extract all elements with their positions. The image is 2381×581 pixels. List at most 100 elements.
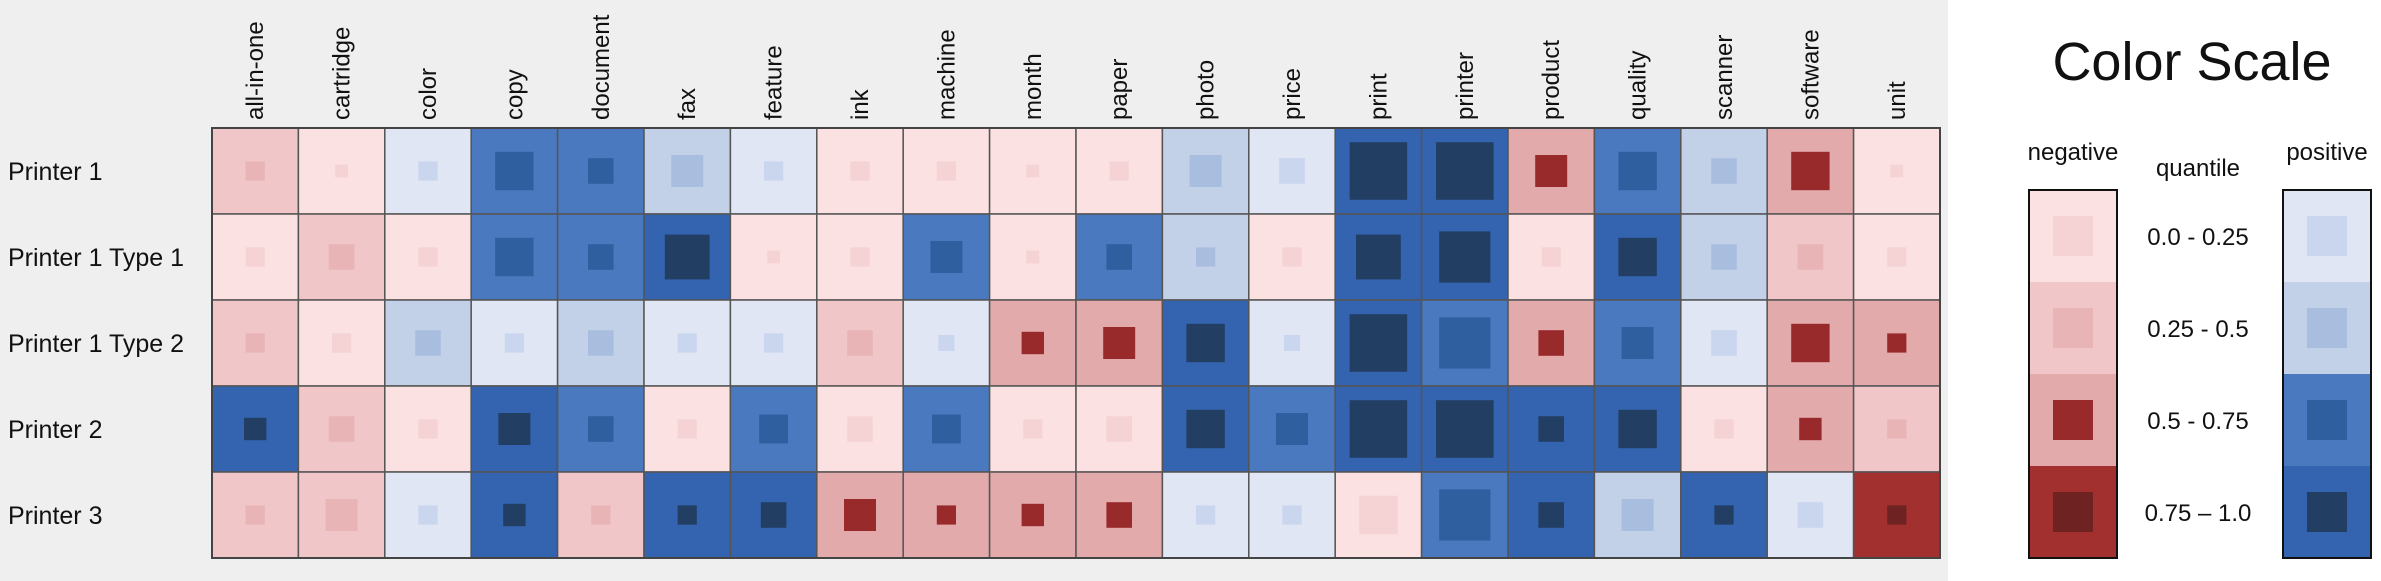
heatmap-cell-marker [1618, 151, 1657, 191]
heatmap-cell-marker [1349, 142, 1408, 200]
heatmap-cell-marker [1711, 244, 1737, 270]
legend-quantile-range: 0.0 - 0.25 [2147, 224, 2248, 251]
heatmap-cell-marker [1349, 400, 1408, 458]
heatmap-cell-marker [1109, 161, 1129, 181]
legend-positive-marker [2307, 492, 2347, 532]
heatmap-cell-marker [1890, 164, 1904, 178]
heatmap-cell-marker [1021, 331, 1044, 355]
heatmap-cell-marker [1887, 505, 1907, 525]
column-label: software [1797, 29, 1824, 120]
heatmap-cell-marker [760, 502, 787, 528]
heatmap-cell-marker [847, 330, 873, 356]
row-label: Printer 1 Type 2 [8, 330, 184, 358]
heatmap-cell-marker [1282, 505, 1302, 525]
heatmap-cell-marker [504, 333, 524, 353]
heatmap-cell-marker [1791, 151, 1830, 191]
heatmap-cell-marker [850, 161, 870, 181]
column-label: copy [501, 69, 528, 120]
heatmap-cell-marker [664, 234, 710, 280]
column-label: quality [1625, 51, 1652, 120]
heatmap-cell-marker [495, 151, 534, 191]
heatmap-cell-marker [1618, 409, 1657, 449]
heatmap-cell-marker [245, 505, 265, 525]
heatmap-cell-marker [1436, 142, 1494, 200]
heatmap-cell-marker [1538, 330, 1564, 356]
column-label: feature [761, 45, 788, 120]
heatmap-cell-marker [677, 419, 697, 439]
legend-negative-label: negative [2028, 139, 2119, 166]
legend-quantile-range: 0.5 - 0.75 [2147, 408, 2248, 435]
heatmap-cell-marker [1189, 155, 1222, 187]
heatmap-cell-marker [1439, 231, 1491, 283]
legend-positive-marker [2307, 216, 2347, 256]
heatmap-cell-marker [1106, 416, 1132, 442]
column-label: all-in-one [242, 21, 269, 120]
heatmap-cell-marker [759, 414, 788, 444]
heatmap-cell-marker [245, 161, 265, 181]
legend-positive-marker [2307, 308, 2347, 348]
heatmap-cell-marker [844, 499, 876, 531]
heatmap-cell-marker [930, 241, 963, 273]
heatmap-cell-marker [1797, 502, 1824, 528]
heatmap-cell-marker [1439, 317, 1491, 369]
heatmap-cell-marker [245, 333, 265, 353]
heatmap-cell-marker [1799, 417, 1822, 441]
heatmap-cell-marker [767, 250, 780, 264]
heatmap-cell-marker [1538, 502, 1564, 528]
heatmap-cell-marker [1791, 323, 1830, 363]
heatmap-cell-marker [244, 417, 267, 441]
heatmap-cell-marker [1887, 333, 1907, 353]
heatmap-cell-marker [1797, 244, 1824, 270]
column-label: document [588, 14, 615, 120]
heatmap-cell-marker [1282, 247, 1302, 267]
legend-negative-marker [2053, 400, 2093, 440]
column-label: photo [1193, 60, 1220, 120]
heatmap-cell-marker [328, 244, 355, 270]
column-label: color [415, 68, 442, 120]
heatmap-cell-marker [1196, 247, 1216, 267]
legend-negative-border [2028, 189, 2118, 559]
column-label: machine [933, 29, 960, 120]
heatmap-cell-marker [932, 414, 961, 444]
heatmap-cell-marker [677, 333, 697, 353]
heatmap-cell-marker [588, 330, 614, 356]
heatmap-cell-marker [503, 503, 526, 527]
column-label: fax [674, 88, 701, 120]
column-label: paper [1106, 59, 1133, 120]
heatmap-cell-marker [1535, 155, 1568, 187]
heatmap-cell-marker [1541, 247, 1561, 267]
heatmap-cell-marker [1186, 323, 1225, 363]
heatmap-cell-marker [1103, 327, 1136, 359]
heatmap-cell-marker [764, 333, 784, 353]
heatmap-cell-marker [588, 158, 614, 184]
row-label: Printer 1 Type 1 [8, 244, 184, 272]
heatmap-cell-marker [418, 505, 438, 525]
heatmap-cell-marker [671, 155, 704, 187]
heatmap-cell-marker [245, 247, 265, 267]
heatmap-cell-marker [418, 247, 438, 267]
heatmap-cell-marker [415, 330, 441, 356]
heatmap-cell-marker [495, 237, 534, 277]
heatmap-cell-marker [588, 416, 614, 442]
row-label: Printer 2 [8, 416, 102, 444]
heatmap-cell-marker [588, 244, 614, 270]
heatmap-cell-marker [1026, 250, 1040, 264]
legend-quantile-range: 0.75 – 1.0 [2145, 500, 2252, 527]
heatmap-cell-marker [1538, 416, 1564, 442]
heatmap-cell-marker [936, 505, 956, 525]
heatmap-cell-marker [936, 161, 956, 181]
column-label: printer [1452, 52, 1479, 120]
row-label: Printer 3 [8, 502, 102, 530]
column-label: month [1020, 53, 1047, 120]
heatmap-cell-marker [1711, 330, 1737, 356]
heatmap-cell-marker [591, 505, 611, 525]
heatmap-cell-marker [498, 413, 531, 445]
heatmap-cell-marker [1021, 503, 1044, 527]
column-label: cartridge [329, 27, 356, 120]
heatmap-cell-marker [1439, 489, 1491, 541]
heatmap-cell-marker [677, 505, 697, 525]
column-label: print [1365, 73, 1392, 120]
heatmap-cell-marker [1436, 400, 1494, 458]
heatmap-cell-marker [1618, 237, 1657, 277]
heatmap-cell-marker [1196, 505, 1216, 525]
